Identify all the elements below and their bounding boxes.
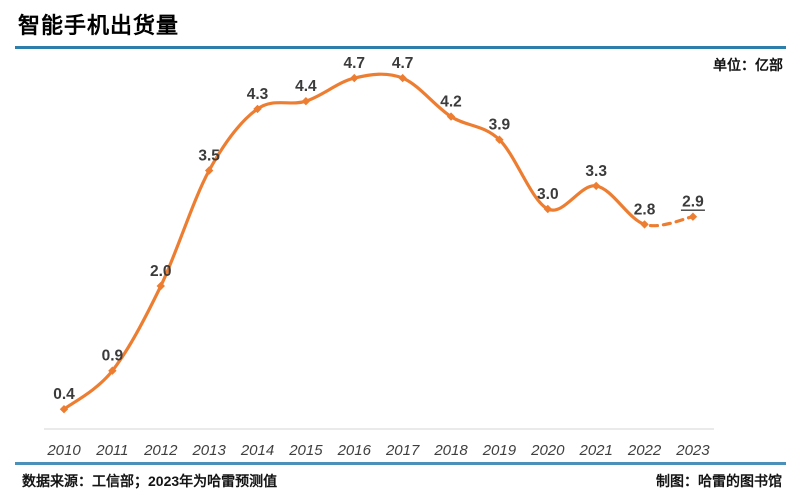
value-label: 0.4 bbox=[53, 386, 75, 403]
data-point-marker bbox=[495, 135, 504, 144]
series-line-solid bbox=[62, 72, 647, 411]
x-tick-label: 2019 bbox=[482, 442, 517, 459]
x-tick-label: 2018 bbox=[433, 442, 468, 459]
credit-note: 制图：哈雷的图书馆 bbox=[656, 473, 782, 489]
value-label: 3.0 bbox=[537, 186, 559, 203]
data-point-marker bbox=[204, 166, 214, 175]
data-point-marker bbox=[688, 212, 698, 221]
data-point-marker bbox=[156, 281, 165, 291]
data-point-marker bbox=[253, 104, 262, 114]
x-tick-label: 2015 bbox=[288, 442, 323, 459]
x-tick-label: 2023 bbox=[675, 442, 710, 459]
x-tick-label: 2010 bbox=[46, 442, 81, 459]
data-source-note: 数据来源：工信部；2023年为哈雷预测值 bbox=[22, 473, 278, 489]
value-label: 3.5 bbox=[198, 148, 220, 165]
value-label: 4.3 bbox=[247, 86, 269, 103]
value-label: 2.0 bbox=[150, 263, 172, 280]
x-tick-label: 2014 bbox=[240, 442, 274, 459]
top-divider-line bbox=[15, 46, 786, 49]
data-point-marker bbox=[640, 220, 649, 229]
data-point-marker bbox=[301, 97, 311, 106]
value-label: 4.7 bbox=[392, 55, 414, 72]
data-point-marker bbox=[446, 112, 456, 121]
x-tick-label: 2021 bbox=[578, 442, 612, 459]
value-label: 4.2 bbox=[440, 94, 462, 111]
data-point-marker bbox=[543, 204, 552, 214]
x-tick-label: 2020 bbox=[530, 442, 565, 459]
data-point-marker bbox=[108, 366, 117, 375]
data-point-marker bbox=[59, 405, 69, 414]
data-point-marker bbox=[591, 181, 601, 191]
x-tick-label: 2012 bbox=[143, 442, 178, 459]
value-label: 0.9 bbox=[102, 348, 124, 365]
value-label: 4.4 bbox=[295, 78, 317, 95]
data-point-marker bbox=[350, 73, 359, 83]
x-tick-label: 2017 bbox=[385, 442, 420, 459]
unit-label: 单位：亿部 bbox=[713, 57, 783, 73]
bottom-divider-line bbox=[15, 462, 786, 465]
page-title: 智能手机出货量 bbox=[18, 13, 180, 38]
x-tick-label: 2013 bbox=[191, 442, 226, 459]
value-label: 3.3 bbox=[585, 163, 607, 180]
value-label: 4.7 bbox=[343, 55, 365, 72]
x-tick-label: 2011 bbox=[95, 442, 128, 459]
value-label: 2.9 bbox=[682, 194, 704, 211]
x-tick-label: 2022 bbox=[627, 442, 662, 459]
data-point-marker bbox=[398, 73, 407, 83]
value-label: 2.8 bbox=[634, 201, 656, 218]
x-tick-label: 2016 bbox=[337, 442, 372, 459]
value-label: 3.9 bbox=[489, 117, 511, 134]
